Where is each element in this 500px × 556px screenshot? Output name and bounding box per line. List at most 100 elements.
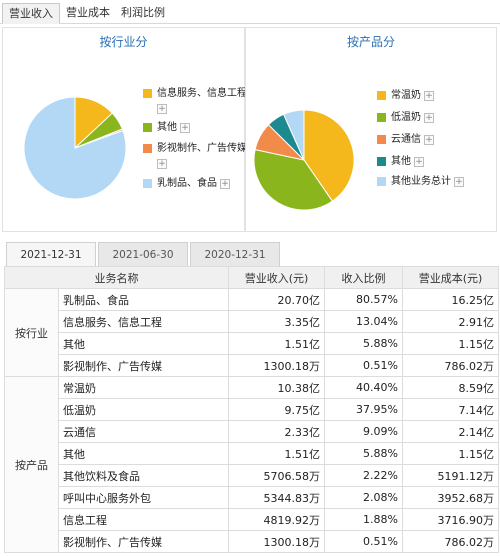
tab-date-2021-06-30[interactable]: 2021-06-30 [98,242,188,266]
row-revenue: 5344.83万 [228,486,325,509]
row-revenue: 3.35亿 [228,310,325,333]
expand-plus-icon[interactable]: + [414,157,424,167]
table-row: 按行业 乳制品、食品 20.70亿 80.57% 16.25亿 [4,288,499,377]
legend-item-cloud-comm[interactable]: 云通信 + [377,133,434,147]
row-revenue: 1300.18万 [228,530,325,553]
product-chart-title: 按产品分 [346,35,395,49]
row-revenue: 9.75亿 [228,398,325,421]
row-cost: 16.25亿 [402,288,499,311]
legend-item-other[interactable]: 其他 + [377,155,424,169]
legend-item-info-services[interactable]: 信息服务、信息工程 + [143,87,247,114]
row-name: 信息工程 [58,508,229,531]
expand-plus-icon[interactable]: + [180,123,190,133]
legend-item-other[interactable]: 其他 + [143,121,190,135]
header-business-name: 业务名称 [4,266,229,289]
row-ratio: 80.57% [324,288,403,311]
row-revenue: 5706.58万 [228,464,325,487]
header-cost: 营业成本(元) [402,266,499,289]
row-name: 其他 [58,442,229,465]
row-name: 其他饮料及食品 [58,464,229,487]
group-label-industry: 按行业 [4,288,59,377]
row-ratio: 2.08% [324,486,403,509]
row-ratio: 1.88% [324,508,403,531]
tab-cost[interactable]: 营业成本 [66,6,110,19]
row-name: 其他 [58,332,229,355]
expand-plus-icon[interactable]: + [220,179,230,189]
table-row: 低温奶 9.75亿 37.95% 7.14亿 [5,398,499,421]
legend-item-uht-milk[interactable]: 常温奶 + [377,89,434,103]
product-chart-panel: 按产品分 常温奶 + 低温奶 + 云通信 + 其他 + 其他业务总计 + [245,27,497,232]
row-ratio: 0.51% [324,354,403,377]
industry-chart-panel: 按行业分 信息服务、信息工程 + 其他 + 影视制作、广告传媒 + 乳制品、食品 + [2,27,247,232]
row-name: 呼叫中心服务外包 [58,486,229,509]
row-cost: 1.15亿 [402,332,499,355]
row-cost: 3716.90万 [402,508,499,531]
expand-plus-icon[interactable]: + [454,177,464,187]
row-ratio: 5.88% [324,442,403,465]
row-name: 影视制作、广告传媒 [58,530,229,553]
row-ratio: 40.40% [324,376,403,399]
expand-plus-icon[interactable]: + [424,135,434,145]
row-revenue: 1.51亿 [228,332,325,355]
row-cost: 5191.12万 [402,464,499,487]
row-name: 常温奶 [58,376,229,399]
legend-swatch [377,90,386,100]
header-revenue: 营业收入(元) [228,266,325,289]
row-name: 影视制作、广告传媒 [58,354,229,377]
table-row: 其他 1.51亿 5.88% 1.15亿 [5,332,499,355]
pie-slice-3[interactable] [23,96,127,200]
table-row: 其他 1.51亿 5.88% 1.15亿 [5,442,499,465]
expand-plus-icon[interactable]: + [424,113,434,123]
table-header-row: 业务名称 营业收入(元) 收入比例 营业成本(元) [4,266,499,289]
row-name: 低温奶 [58,398,229,421]
legend-item-chilled-milk[interactable]: 低温奶 + [377,111,434,125]
legend-swatch [377,176,386,186]
legend-swatch [143,178,152,188]
product-pie-chart [253,109,355,211]
table-row: 影视制作、广告传媒 1300.18万 0.51% 786.02万 [5,354,499,377]
row-revenue: 20.70亿 [228,288,325,311]
row-revenue: 1.51亿 [228,442,325,465]
tab-revenue[interactable]: 营业收入 [2,3,60,24]
row-name: 乳制品、食品 [58,288,229,311]
row-ratio: 37.95% [324,398,403,421]
tab-date-2020-12-31[interactable]: 2020-12-31 [190,242,280,266]
legend-item-dairy-food[interactable]: 乳制品、食品 + [143,177,230,191]
tab-date-2021-12-31[interactable]: 2021-12-31 [6,242,96,266]
pie-slice-0[interactable] [303,109,355,202]
business-breakdown-table: 业务名称 营业收入(元) 收入比例 营业成本(元) 按行业 乳制品、食品 20.… [4,266,499,553]
expand-plus-icon[interactable]: + [157,159,167,169]
row-revenue: 1300.18万 [228,354,325,377]
pie-slice-1[interactable] [253,148,334,211]
legend-swatch [143,122,152,132]
header-revenue-ratio: 收入比例 [324,266,403,289]
legend-swatch [143,143,152,153]
expand-plus-icon[interactable]: + [424,91,434,101]
row-cost: 786.02万 [402,530,499,553]
table-row: 影视制作、广告传媒 1300.18万 0.51% 786.02万 [5,530,499,553]
table-row: 按产品 常温奶 10.38亿 40.40% 8.59亿 [4,376,499,553]
row-revenue: 2.33亿 [228,420,325,443]
industry-chart-title: 按行业分 [99,35,148,49]
pie-slice-4[interactable] [282,109,305,161]
row-cost: 786.02万 [402,354,499,377]
tab-profit-ratio[interactable]: 利润比例 [121,6,165,19]
legend-item-film-media[interactable]: 影视制作、广告传媒 + [143,142,247,169]
row-cost: 3952.68万 [402,486,499,509]
industry-pie-chart [23,96,127,200]
legend-swatch [377,156,386,166]
row-cost: 7.14亿 [402,398,499,421]
row-revenue: 4819.92万 [228,508,325,531]
legend-swatch [377,134,386,144]
date-tab-bar: 2021-12-31 2021-06-30 2020-12-31 [0,242,500,266]
legend-item-other-business[interactable]: 其他业务总计 + [377,175,464,189]
row-cost: 1.15亿 [402,442,499,465]
row-ratio: 9.09% [324,420,403,443]
table-row: 信息工程 4819.92万 1.88% 3716.90万 [5,508,499,531]
row-ratio: 0.51% [324,530,403,553]
row-name: 信息服务、信息工程 [58,310,229,333]
row-ratio: 2.22% [324,464,403,487]
row-name: 云通信 [58,420,229,443]
table-row: 其他饮料及食品 5706.58万 2.22% 5191.12万 [5,464,499,487]
expand-plus-icon[interactable]: + [157,104,167,114]
